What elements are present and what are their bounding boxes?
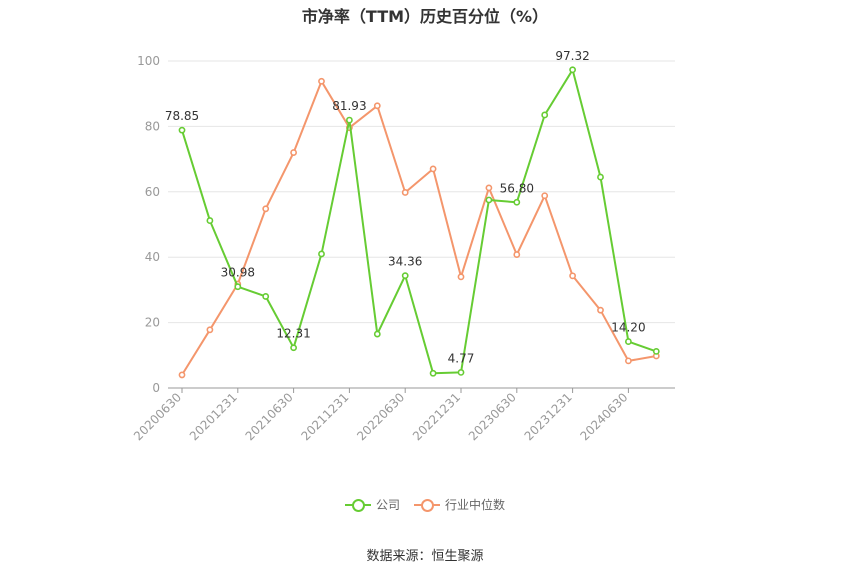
data-point xyxy=(569,272,576,280)
data-point xyxy=(373,330,381,338)
data-point xyxy=(345,116,353,124)
x-tick-label: 20200630 xyxy=(131,390,184,443)
data-source-note: 数据来源：恒生聚源 xyxy=(366,549,484,564)
series-line-0 xyxy=(181,68,657,375)
y-tick-label: 0 xyxy=(152,381,160,395)
chart-title: 市净率（TTM）历史百分位（%） xyxy=(301,7,549,26)
axes: 0 20 40 60 80 100 20200630 20201231 20210630 2021… xyxy=(131,54,675,443)
data-point xyxy=(541,192,549,200)
data-point xyxy=(290,344,297,352)
y-tick-label: 60 xyxy=(145,185,160,199)
legend-label-company: 公司 xyxy=(375,498,400,512)
data-point xyxy=(569,66,576,74)
x-tick-label: 20201231 xyxy=(187,390,240,443)
x-tick-label: 20231231 xyxy=(522,390,575,443)
x-tick-label: 20220630 xyxy=(354,390,407,443)
data-point xyxy=(401,272,409,280)
data-point xyxy=(541,111,549,119)
data-point xyxy=(625,338,632,345)
data-point xyxy=(485,196,493,204)
data-point xyxy=(206,217,214,224)
data-labels: 78.85 30.98 12.31 81.93 34.36 4.77 56.80 97.32 1… xyxy=(165,49,646,366)
x-tick-label: 20211231 xyxy=(298,390,351,443)
data-label: 97.32 xyxy=(555,49,589,63)
data-point xyxy=(513,251,521,258)
data-label: 14.20 xyxy=(611,321,645,335)
data-point xyxy=(429,165,437,173)
y-tick-label: 40 xyxy=(145,250,160,264)
x-tick-label: 20230630 xyxy=(466,390,519,443)
series-line-1 xyxy=(181,80,657,376)
data-point xyxy=(318,250,325,258)
data-point xyxy=(290,149,297,156)
legend-item-industry-median[interactable]: 行业中位数 xyxy=(414,496,505,513)
data-point xyxy=(597,306,604,314)
data-point xyxy=(262,205,270,213)
data-point xyxy=(234,283,242,291)
x-tick-label: 20221231 xyxy=(410,390,463,443)
data-point xyxy=(513,198,521,206)
data-label: 34.36 xyxy=(388,255,422,269)
x-tick-label: 20240630 xyxy=(577,390,630,443)
data-point xyxy=(206,326,214,334)
legend-swatch-company-icon xyxy=(344,498,371,512)
data-point xyxy=(457,273,465,281)
data-point xyxy=(652,347,660,355)
data-point xyxy=(262,293,270,300)
data-point xyxy=(597,173,604,181)
data-label: 78.85 xyxy=(165,109,199,123)
data-point xyxy=(401,189,409,196)
y-tick-label: 100 xyxy=(137,54,160,68)
y-tick-label: 20 xyxy=(145,316,160,330)
series xyxy=(178,66,660,379)
data-point xyxy=(429,369,437,377)
data-point xyxy=(178,371,186,379)
data-label: 4.77 xyxy=(448,351,475,365)
data-point xyxy=(625,357,632,365)
data-point xyxy=(485,184,493,192)
data-label: 56.80 xyxy=(500,181,534,195)
legend: 公司 行业中位数 xyxy=(0,496,850,513)
data-label: 30.98 xyxy=(221,266,255,280)
legend-item-company[interactable]: 公司 xyxy=(344,496,400,513)
data-label: 81.93 xyxy=(332,99,366,113)
data-label: 12.31 xyxy=(276,327,310,341)
data-point xyxy=(373,102,381,110)
data-point xyxy=(318,77,325,85)
data-point xyxy=(457,369,465,376)
data-point xyxy=(178,126,186,134)
gridlines xyxy=(168,60,675,324)
legend-swatch-industry-median-icon xyxy=(414,498,440,512)
line-chart: 0 20 40 60 80 100 20200630 20201231 20210630 2021… xyxy=(131,49,675,443)
legend-label-industry-median: 行业中位数 xyxy=(445,498,506,512)
x-tick-label: 20210630 xyxy=(243,390,296,443)
y-tick-label: 80 xyxy=(145,119,160,133)
